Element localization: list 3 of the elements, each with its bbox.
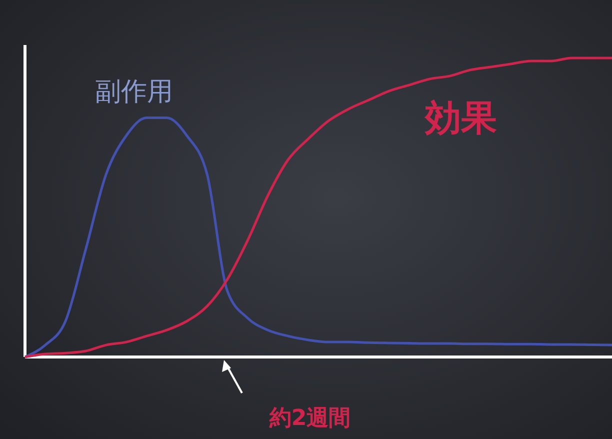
series-label: 効果 [424, 98, 497, 139]
text: 約2週間 [268, 406, 351, 431]
series-label: 副作用 [95, 77, 173, 107]
